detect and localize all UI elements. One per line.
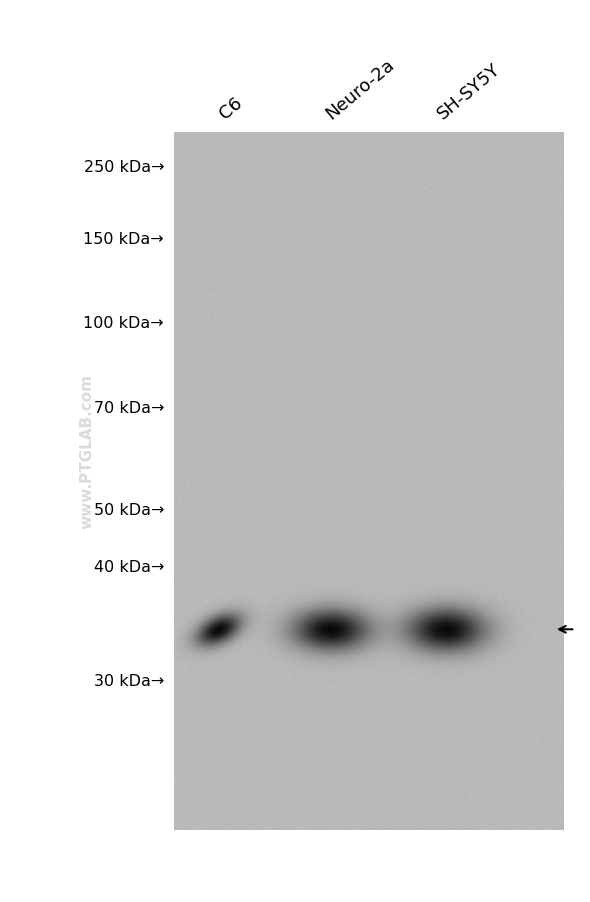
- Text: 30 kDa→: 30 kDa→: [94, 674, 164, 688]
- Text: 50 kDa→: 50 kDa→: [94, 502, 164, 517]
- Text: 70 kDa→: 70 kDa→: [94, 400, 164, 415]
- Text: 250 kDa→: 250 kDa→: [84, 160, 164, 174]
- Bar: [174, 133, 563, 830]
- Text: 150 kDa→: 150 kDa→: [83, 232, 164, 246]
- Text: Neuro-2a: Neuro-2a: [322, 55, 398, 123]
- Text: SH-SY5Y: SH-SY5Y: [434, 60, 504, 123]
- Text: C6: C6: [215, 94, 245, 123]
- Text: 100 kDa→: 100 kDa→: [83, 316, 164, 330]
- Text: 40 kDa→: 40 kDa→: [94, 559, 164, 574]
- Text: www.PTGLAB.com: www.PTGLAB.com: [80, 373, 95, 529]
